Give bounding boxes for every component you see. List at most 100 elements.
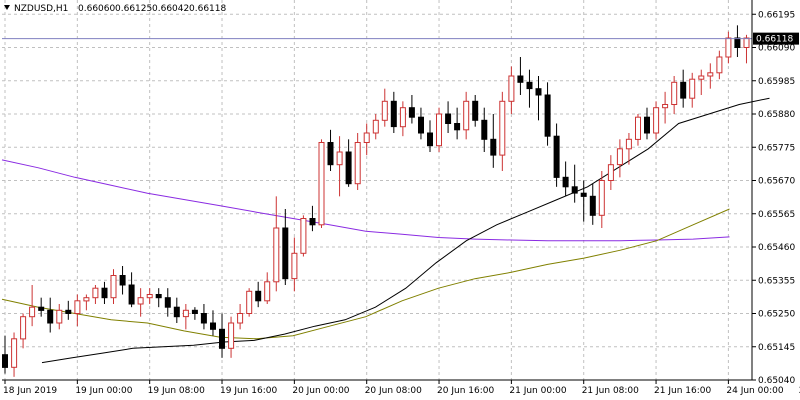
candle bbox=[725, 31, 732, 64]
candle-body bbox=[698, 75, 705, 80]
candle-body bbox=[589, 195, 596, 216]
candle-body bbox=[2, 354, 8, 368]
candle bbox=[101, 281, 108, 304]
x-tick-label: 21 Jun 00:00 bbox=[509, 386, 566, 396]
price-axis: 0.66195 0.66090 0.65985 0.65880 0.65775 0.656… bbox=[752, 10, 795, 386]
candle-body bbox=[155, 294, 162, 299]
x-tick-label: 20 Jun 00:00 bbox=[292, 386, 349, 396]
candle-body bbox=[363, 132, 370, 143]
x-tick-label: 20 Jun 08:00 bbox=[365, 386, 422, 396]
candle-body bbox=[74, 300, 81, 314]
candle bbox=[698, 69, 705, 95]
candle bbox=[625, 133, 632, 165]
candle bbox=[309, 205, 316, 232]
candle-body bbox=[119, 275, 126, 286]
candle-body bbox=[635, 116, 641, 140]
candle bbox=[110, 269, 117, 304]
y-tick-label: 0.65775 bbox=[758, 143, 795, 153]
candle bbox=[119, 266, 126, 295]
candle-body bbox=[300, 218, 307, 254]
candle-body bbox=[56, 309, 63, 324]
candle bbox=[472, 95, 479, 127]
candle bbox=[38, 297, 45, 317]
candle bbox=[146, 288, 153, 304]
candle bbox=[255, 281, 262, 308]
candle bbox=[580, 180, 587, 222]
candle-body bbox=[743, 37, 750, 48]
candle bbox=[92, 285, 99, 304]
candle-body bbox=[544, 94, 551, 137]
candles bbox=[2, 25, 750, 377]
candle-body bbox=[128, 284, 135, 305]
candle-body bbox=[408, 107, 415, 118]
candle-body bbox=[436, 113, 442, 147]
ma-slow-line bbox=[1, 159, 730, 242]
candle bbox=[47, 297, 54, 333]
candle bbox=[155, 288, 162, 308]
candle bbox=[653, 101, 660, 140]
x-tick-label: 19 Jun 00:00 bbox=[75, 386, 132, 396]
candle-body bbox=[11, 338, 18, 368]
candle-body bbox=[210, 322, 216, 330]
candle bbox=[454, 107, 461, 140]
candle-body bbox=[390, 100, 397, 128]
candle-body bbox=[725, 37, 732, 58]
candle-body bbox=[598, 180, 605, 216]
candle bbox=[616, 139, 623, 178]
candle-body bbox=[20, 316, 27, 340]
candle-body bbox=[734, 37, 741, 48]
candle-body bbox=[508, 75, 515, 102]
ma-mid-line bbox=[1, 208, 730, 340]
candle-body bbox=[580, 192, 587, 197]
candle-body bbox=[164, 297, 171, 308]
candle bbox=[56, 304, 63, 330]
candle-body bbox=[472, 100, 479, 121]
candle bbox=[29, 285, 36, 327]
candle bbox=[372, 114, 379, 140]
candle-body bbox=[653, 107, 660, 134]
grid bbox=[2, 0, 752, 381]
candle-body bbox=[246, 290, 253, 314]
y-tick-label: 0.65250 bbox=[758, 310, 795, 320]
candle-body bbox=[200, 313, 207, 324]
candle bbox=[273, 196, 280, 292]
candle bbox=[436, 107, 442, 152]
candle bbox=[219, 313, 225, 358]
candle-body bbox=[616, 148, 623, 166]
y-tick-label: 0.66090 bbox=[758, 44, 795, 54]
candle-body bbox=[662, 104, 669, 109]
collapse-triangle-icon[interactable] bbox=[4, 5, 10, 10]
candle-body bbox=[92, 287, 99, 299]
x-tick-label: 19 Jun 16:00 bbox=[220, 386, 277, 396]
candle bbox=[237, 304, 244, 330]
candle bbox=[445, 101, 452, 133]
candle-body bbox=[38, 306, 45, 311]
candle bbox=[644, 107, 650, 140]
x-tick-label: 24 Jun 00:00 bbox=[726, 386, 783, 396]
y-tick-label: 0.65040 bbox=[758, 376, 795, 386]
candle bbox=[282, 209, 289, 285]
candle-body bbox=[427, 132, 433, 147]
candle bbox=[571, 164, 578, 203]
candle-body bbox=[454, 123, 461, 131]
candle bbox=[20, 313, 27, 349]
candle bbox=[2, 335, 8, 374]
x-tick-label: 24 Jun 08:00 bbox=[799, 386, 800, 396]
candle bbox=[246, 288, 253, 317]
candle-body bbox=[689, 78, 696, 99]
candle-body bbox=[237, 313, 244, 324]
candle bbox=[354, 133, 361, 190]
candle-body bbox=[219, 328, 225, 349]
candle bbox=[399, 101, 406, 137]
candle bbox=[228, 316, 235, 358]
candle-body bbox=[481, 119, 488, 140]
x-tick-label: 21 Jun 08:00 bbox=[582, 386, 639, 396]
candle-body bbox=[228, 322, 235, 349]
candle-body bbox=[644, 116, 650, 134]
candle-body bbox=[273, 227, 280, 283]
candle-body bbox=[716, 56, 723, 74]
price-tag: 0.66118 bbox=[753, 32, 799, 45]
price-tag-label: 0.66118 bbox=[756, 35, 793, 45]
